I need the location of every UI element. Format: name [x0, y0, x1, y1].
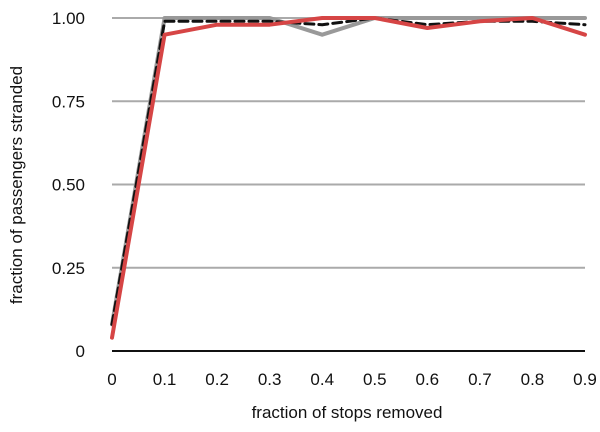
series-line-2	[110, 16, 587, 340]
x-tick-label-2: 0.2	[205, 370, 229, 389]
x-tick-label-9: 0.9	[573, 370, 597, 389]
x-tick-label-8: 0.8	[521, 370, 545, 389]
y-tick-label-0: 0	[76, 342, 85, 361]
series-line-0	[110, 16, 587, 327]
y-tick-label-1: 0.25	[52, 259, 85, 278]
y-tick-labels: 0 0.25 0.50 0.75 1.00	[52, 9, 85, 361]
y-tick-label-2: 0.50	[52, 176, 85, 195]
x-axis-title: fraction of stops removed	[252, 403, 443, 422]
x-tick-label-4: 0.4	[310, 370, 334, 389]
x-tick-label-5: 0.5	[363, 370, 387, 389]
x-tick-labels: 0 0.1 0.2 0.3 0.4 0.5 0.6 0.7 0.8 0.9	[107, 370, 597, 389]
gridlines	[112, 17, 585, 269]
series-lines	[110, 16, 587, 340]
x-tick-label-7: 0.7	[468, 370, 492, 389]
x-tick-label-3: 0.3	[258, 370, 282, 389]
x-tick-label-0: 0	[107, 370, 116, 389]
series-line-1	[110, 16, 587, 326]
y-tick-label-3: 0.75	[52, 92, 85, 111]
y-tick-label-4: 1.00	[52, 9, 85, 28]
y-axis-title: fraction of passengers stranded	[7, 66, 26, 304]
x-tick-label-1: 0.1	[153, 370, 177, 389]
x-tick-label-6: 0.6	[416, 370, 440, 389]
